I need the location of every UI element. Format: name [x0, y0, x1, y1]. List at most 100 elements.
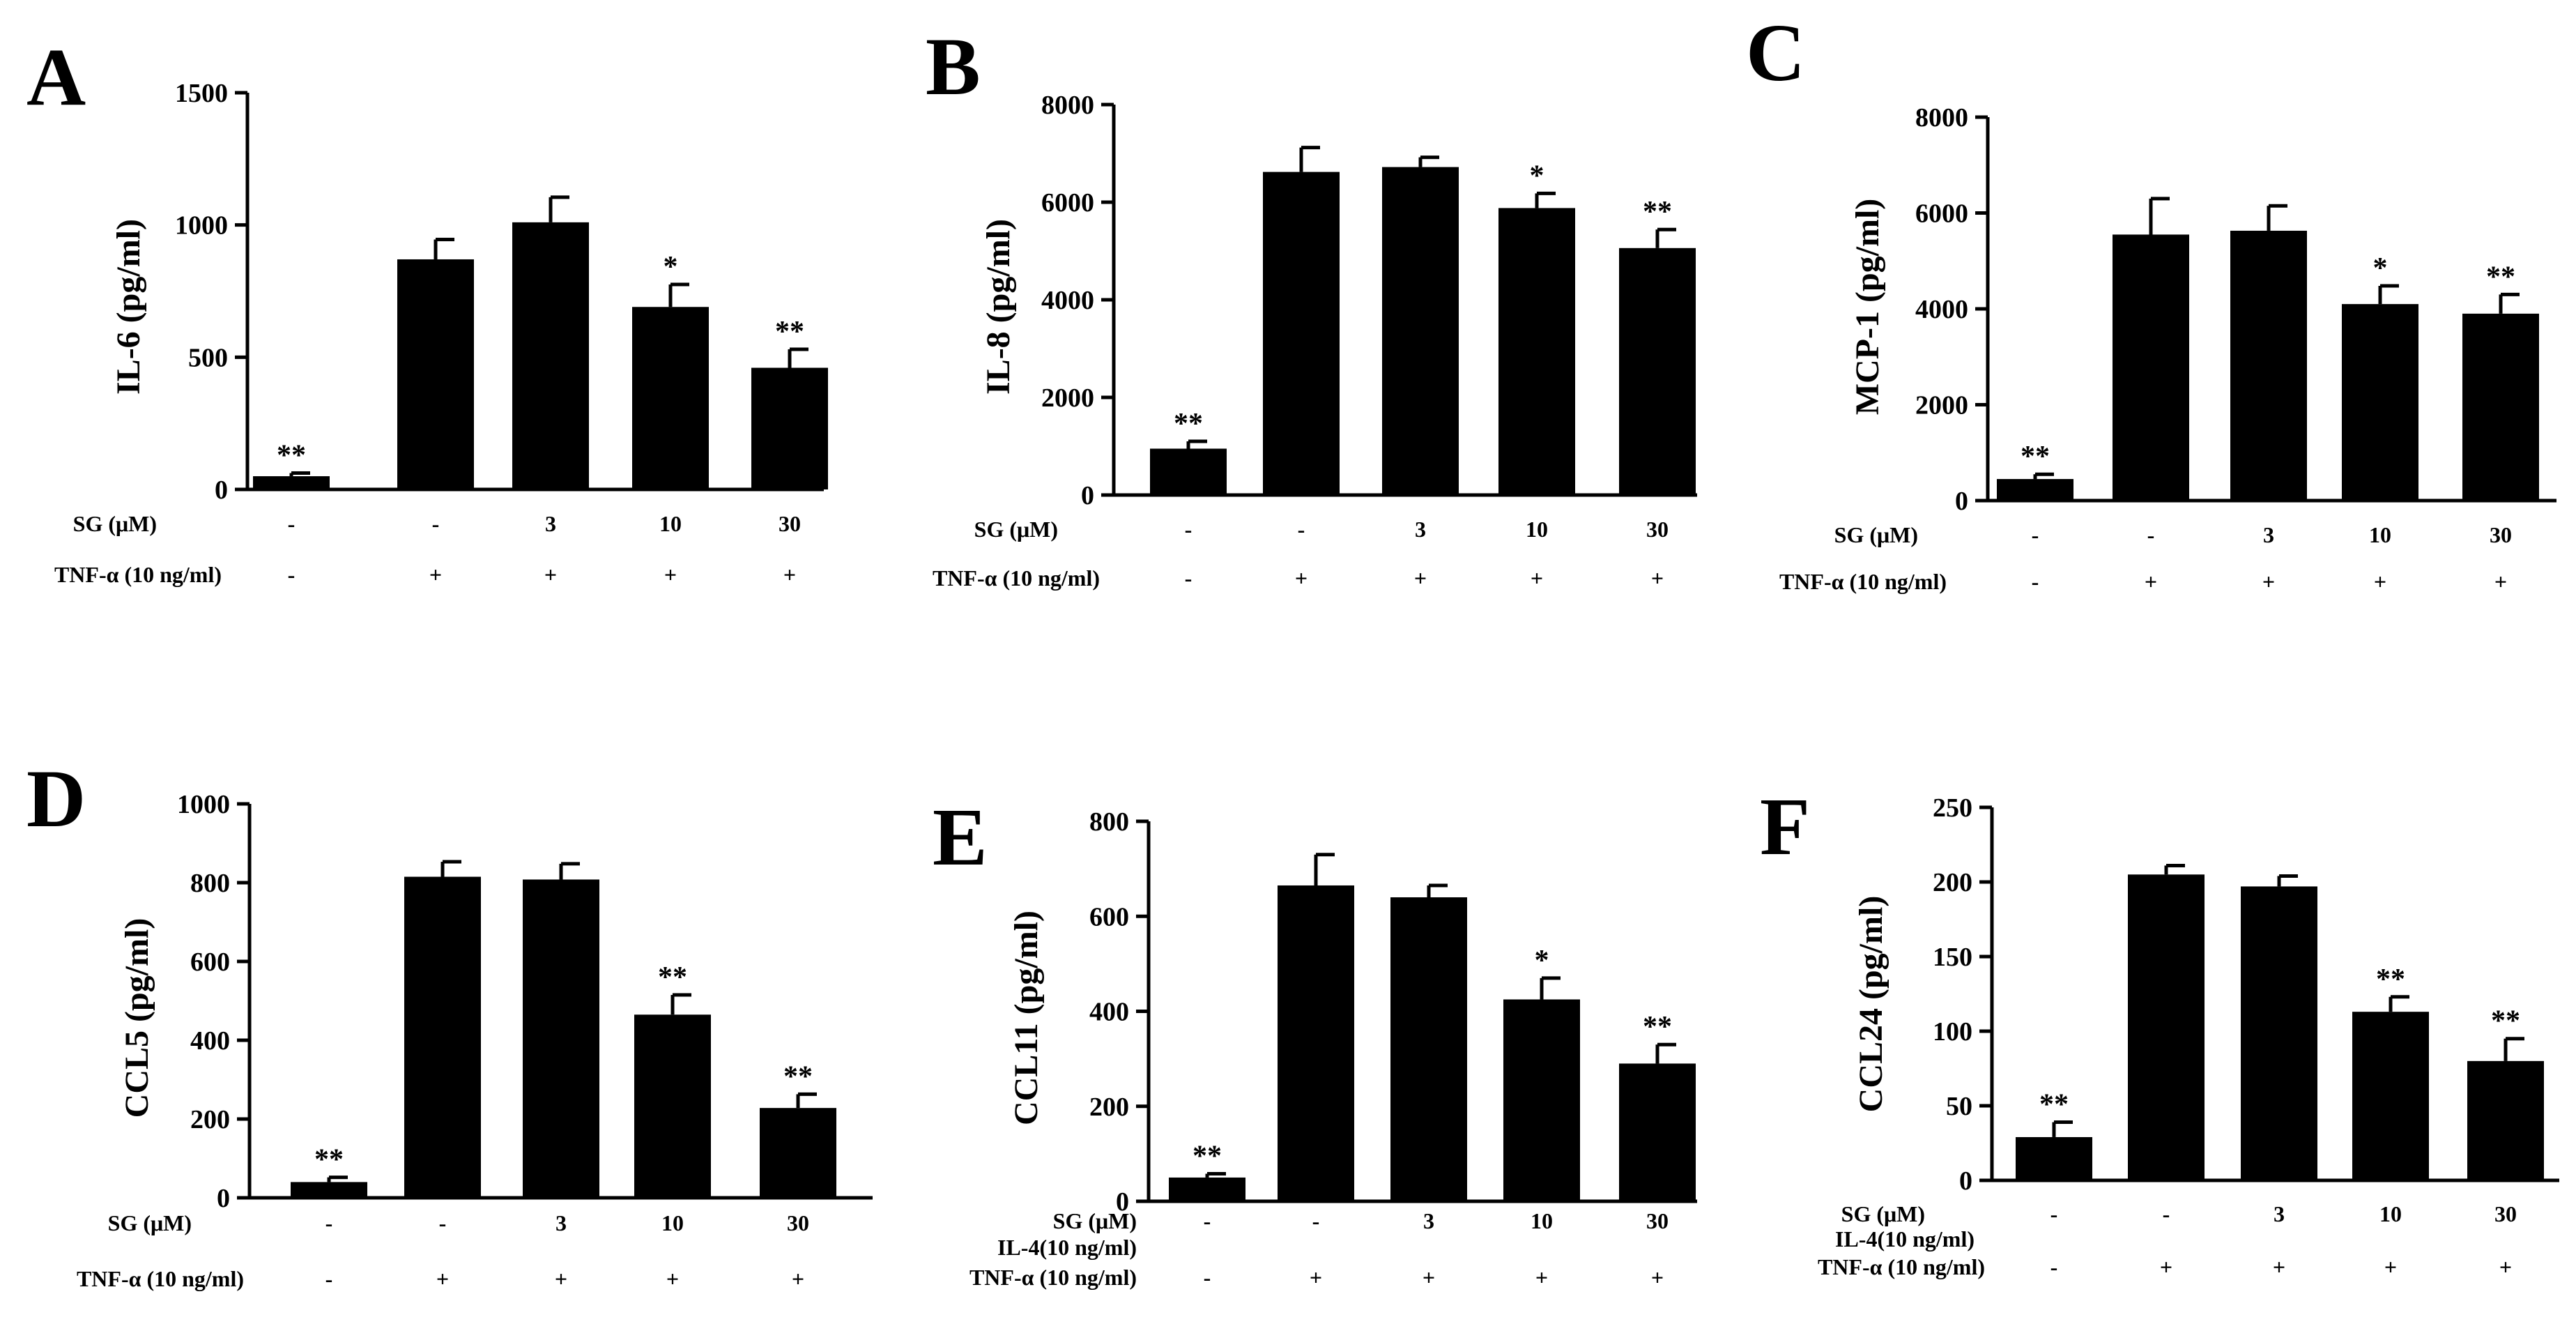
treatment-value: +: [429, 562, 442, 587]
y-tick-label: 600: [1089, 902, 1129, 931]
significance-label: **: [1174, 408, 1203, 440]
y-tick-label: 2000: [1915, 391, 1968, 420]
y-tick-label: 0: [1081, 481, 1094, 510]
y-tick-label: 2000: [1041, 383, 1094, 413]
bar: [1382, 167, 1459, 495]
bar: [397, 259, 474, 489]
treatment-value: -: [2163, 1201, 2170, 1226]
y-tick-label: 8000: [1915, 103, 1968, 132]
treatment-value: -: [1312, 1208, 1320, 1233]
treatment-value: 30: [2494, 1201, 2517, 1226]
y-tick-label: 1500: [175, 79, 228, 108]
treatment-value: -: [1204, 1208, 1211, 1233]
bar: [2352, 1012, 2429, 1180]
treatment-value: 30: [1646, 1208, 1669, 1233]
treatment-value: 30: [1646, 517, 1669, 542]
treatment-row-label: SG (μM): [1841, 1201, 1925, 1226]
treatment-row-label: SG (μM): [974, 517, 1058, 542]
y-tick-label: 200: [1089, 1093, 1129, 1122]
treatment-value: +: [1535, 1265, 1548, 1290]
bar: [1503, 999, 1580, 1201]
treatment-value: -: [2050, 1201, 2058, 1226]
significance-label: **: [658, 961, 687, 994]
bar: [1169, 1177, 1245, 1201]
treatment-value: 3: [555, 1210, 567, 1235]
treatment-value: +: [664, 562, 677, 587]
bar: [2462, 313, 2539, 501]
treatment-row-label: SG (μM): [73, 511, 157, 536]
treatment-value: +: [2145, 569, 2157, 594]
significance-label: **: [2039, 1089, 2069, 1121]
treatment-row-label: TNF-α (10 ng/ml): [969, 1265, 1137, 1290]
treatment-value: -: [2032, 569, 2039, 594]
treatment-value: -: [288, 562, 296, 587]
bar: [404, 876, 481, 1198]
y-tick-label: 400: [1089, 998, 1129, 1027]
treatment-value: 30: [2490, 522, 2512, 547]
bar: [2342, 304, 2418, 501]
treatment-value: 10: [1526, 517, 1548, 542]
significance-label: **: [2021, 441, 2050, 473]
treatment-value: +: [2160, 1254, 2172, 1279]
treatment-value: 30: [787, 1210, 809, 1235]
treatment-value: 3: [1415, 517, 1426, 542]
treatment-value: 3: [2274, 1201, 2285, 1226]
treatment-value: 10: [659, 511, 682, 536]
significance-label: *: [1530, 160, 1544, 192]
treatment-row-label: TNF-α (10 ng/ml): [1779, 569, 1947, 594]
y-tick-label: 0: [1959, 1166, 1972, 1196]
bar: [1150, 448, 1227, 495]
y-tick-label: 800: [1089, 807, 1129, 837]
significance-label: **: [1643, 1011, 1672, 1043]
y-axis-title: MCP-1 (pg/ml): [1849, 199, 1886, 416]
y-axis-title: CCL24 (pg/ml): [1853, 896, 1889, 1113]
y-tick-label: 4000: [1915, 295, 1968, 324]
treatment-value: +: [2499, 1254, 2512, 1279]
treatment-value: +: [1414, 565, 1427, 591]
bar: [634, 1014, 711, 1198]
bar: [1278, 885, 1354, 1201]
y-tick-label: 400: [190, 1026, 230, 1056]
treatment-value: +: [1651, 565, 1664, 591]
significance-label: **: [277, 439, 306, 471]
treatment-value: +: [1310, 1265, 1322, 1290]
treatment-row-label: TNF-α (10 ng/ml): [1818, 1254, 1985, 1279]
y-tick-label: 1000: [175, 211, 228, 241]
treatment-value: +: [2384, 1254, 2397, 1279]
y-axis-title: IL-6 (pg/ml): [110, 219, 147, 395]
y-tick-label: 4000: [1041, 286, 1094, 315]
bar: [1619, 248, 1696, 495]
panel-letter: E: [933, 791, 988, 883]
treatment-row-label: IL-4(10 ng/ml): [997, 1235, 1137, 1260]
treatment-value: -: [439, 1210, 447, 1235]
treatment-value: +: [2374, 569, 2386, 594]
panel-letter: D: [26, 753, 86, 844]
significance-label: **: [2491, 1005, 2520, 1037]
treatment-value: +: [1295, 565, 1308, 591]
treatment-value: 3: [1423, 1208, 1434, 1233]
treatment-value: +: [1423, 1265, 1435, 1290]
treatment-row-label: SG (μM): [1053, 1208, 1137, 1233]
significance-label: **: [1643, 196, 1672, 228]
y-axis-title: CCL11 (pg/ml): [1008, 911, 1045, 1125]
bar: [760, 1108, 836, 1198]
treatment-value: 10: [2379, 1201, 2402, 1226]
bar: [1390, 897, 1467, 1201]
treatment-value: -: [1298, 517, 1305, 542]
treatment-value: +: [783, 562, 796, 587]
significance-label: **: [2486, 261, 2515, 293]
treatment-value: +: [792, 1266, 804, 1291]
treatment-value: -: [325, 1266, 333, 1291]
bar: [291, 1182, 367, 1198]
treatment-row-label: IL-4(10 ng/ml): [1835, 1226, 1975, 1251]
significance-label: **: [1193, 1140, 1222, 1172]
treatment-value: +: [666, 1266, 679, 1291]
y-tick-label: 1000: [177, 790, 230, 819]
bar: [632, 307, 709, 489]
treatment-value: 3: [2263, 522, 2274, 547]
treatment-value: +: [2494, 569, 2507, 594]
treatment-value: 10: [1531, 1208, 1553, 1233]
